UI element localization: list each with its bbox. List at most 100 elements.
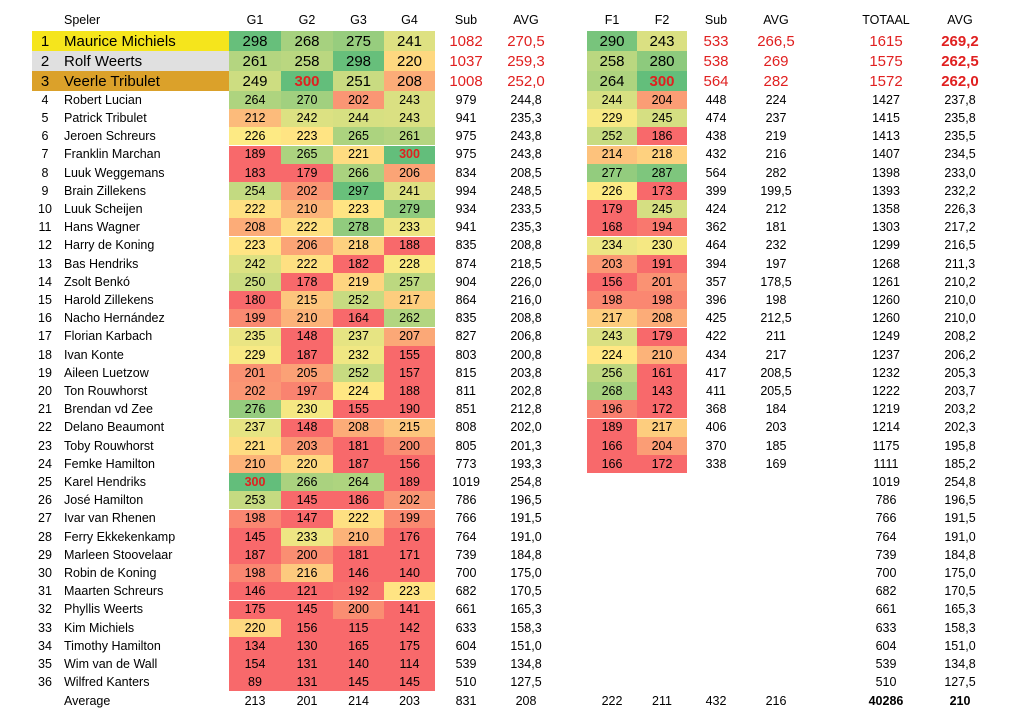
total-score: 786 bbox=[875, 493, 897, 508]
final-average: 282 bbox=[763, 72, 789, 90]
subtotal: 851 bbox=[455, 402, 477, 417]
game-score: 189 bbox=[384, 473, 435, 492]
grand-average: 210 bbox=[949, 693, 971, 708]
total-average: 165,3 bbox=[944, 602, 976, 617]
final-average: 199,5 bbox=[760, 183, 792, 198]
player-name: Wilfred Kanters bbox=[64, 675, 150, 690]
player-name: Femke Hamilton bbox=[64, 456, 155, 471]
table-row: 8 Luuk Weggemans 183 179 266 206 834 208,5 277 28… bbox=[0, 163, 1024, 182]
game-score: 279 bbox=[384, 200, 435, 219]
rank-number: 13 bbox=[38, 256, 52, 271]
game-score: 235 bbox=[229, 327, 281, 346]
game-score: 233 bbox=[281, 527, 333, 546]
game-score: 300 bbox=[229, 473, 281, 492]
final-score: 172 bbox=[637, 455, 687, 473]
subtotal: 827 bbox=[455, 329, 477, 344]
average: 170,5 bbox=[510, 584, 542, 599]
total-average: 216,5 bbox=[944, 238, 976, 253]
rank-number: 15 bbox=[38, 292, 52, 307]
average: 202,0 bbox=[510, 420, 542, 435]
total-score: 1237 bbox=[872, 347, 900, 362]
final-score: 252 bbox=[587, 127, 637, 146]
game-score: 154 bbox=[229, 655, 281, 674]
game-score: 232 bbox=[333, 345, 384, 364]
total-average: 206,2 bbox=[944, 347, 976, 362]
total-average: 205,3 bbox=[944, 365, 976, 380]
rank-number: 24 bbox=[38, 456, 52, 471]
final-score: 218 bbox=[637, 145, 687, 164]
average: 208,8 bbox=[510, 238, 542, 253]
game-score: 202 bbox=[384, 491, 435, 510]
game-score: 199 bbox=[384, 509, 435, 528]
total-average: 262,5 bbox=[941, 52, 979, 70]
total-score: 1175 bbox=[872, 438, 900, 453]
final-score: 204 bbox=[637, 91, 687, 109]
final-score: 234 bbox=[587, 236, 637, 255]
total-score: 1260 bbox=[872, 311, 900, 326]
total-score: 1572 bbox=[869, 72, 903, 90]
total-score: 1575 bbox=[869, 52, 903, 70]
game-score: 257 bbox=[384, 273, 435, 291]
average: 243,8 bbox=[510, 147, 542, 162]
header-g3: G3 bbox=[350, 12, 367, 27]
average: 184,8 bbox=[510, 547, 542, 562]
total-score: 1415 bbox=[872, 110, 900, 125]
table-row: 16 Nacho Hernández 199 210 164 262 835 208,8 217… bbox=[0, 309, 1024, 328]
rank-number: 30 bbox=[38, 565, 52, 580]
game-score: 202 bbox=[281, 182, 333, 200]
subtotal: 975 bbox=[455, 147, 477, 162]
header-total: TOTAAL bbox=[862, 12, 910, 27]
subtotal: 803 bbox=[455, 347, 477, 362]
average: 165,3 bbox=[510, 602, 542, 617]
total-average: 191,5 bbox=[944, 511, 976, 526]
header-final-sub: Sub bbox=[704, 12, 728, 27]
final-score: 201 bbox=[637, 273, 687, 291]
final-subtotal: 425 bbox=[705, 311, 727, 326]
game-score: 207 bbox=[384, 327, 435, 346]
average: 191,0 bbox=[510, 529, 542, 544]
game-score: 266 bbox=[333, 163, 384, 182]
average: 254,8 bbox=[510, 474, 542, 489]
game-score: 146 bbox=[229, 582, 281, 601]
player-name: Veerle Tribulet bbox=[64, 72, 160, 90]
game-score: 146 bbox=[333, 564, 384, 583]
game-score: 188 bbox=[384, 382, 435, 401]
player-name: Brendan vd Zee bbox=[64, 402, 153, 417]
game-score: 222 bbox=[281, 254, 333, 273]
final-score: 203 bbox=[587, 254, 637, 273]
game-score: 179 bbox=[281, 163, 333, 182]
game-score: 210 bbox=[333, 527, 384, 546]
final-score: 264 bbox=[587, 71, 637, 91]
final-score: 229 bbox=[587, 109, 637, 128]
average: 200,8 bbox=[510, 347, 542, 362]
final-subtotal bbox=[690, 564, 742, 582]
game-score: 187 bbox=[229, 546, 281, 564]
final-average: 169 bbox=[765, 456, 787, 471]
game-score: 140 bbox=[384, 564, 435, 583]
game-score: 115 bbox=[333, 618, 384, 637]
table-row: 15 Harold Zillekens 180 215 252 217 864 216,0 19… bbox=[0, 291, 1024, 310]
subtotal: 1082 bbox=[449, 32, 483, 50]
header-g2: G2 bbox=[298, 12, 316, 27]
total-average: 235,5 bbox=[944, 129, 976, 144]
game-score: 176 bbox=[384, 527, 435, 546]
final-score: 277 bbox=[587, 163, 637, 182]
game-score: 237 bbox=[229, 418, 281, 437]
final-score: 217 bbox=[587, 309, 637, 328]
game-score: 148 bbox=[281, 327, 333, 346]
game-score: 145 bbox=[281, 491, 333, 510]
rank-number: 21 bbox=[38, 402, 52, 417]
table-row: 35 Wim van de Wall 154 131 140 114 539 134,8 539… bbox=[0, 655, 1024, 674]
final-average: 224 bbox=[765, 92, 787, 107]
final-score: 244 bbox=[587, 91, 637, 109]
total-average: 191,0 bbox=[944, 529, 976, 544]
total-score: 1249 bbox=[872, 329, 900, 344]
total-score: 661 bbox=[875, 602, 897, 617]
final-average: 203 bbox=[765, 420, 787, 435]
game-score: 140 bbox=[333, 655, 384, 674]
player-name: Harry de Koning bbox=[64, 238, 155, 253]
final-score: 208 bbox=[637, 309, 687, 328]
game-score: 229 bbox=[229, 345, 281, 364]
game-score: 265 bbox=[333, 127, 384, 146]
final-score: 161 bbox=[637, 364, 687, 382]
